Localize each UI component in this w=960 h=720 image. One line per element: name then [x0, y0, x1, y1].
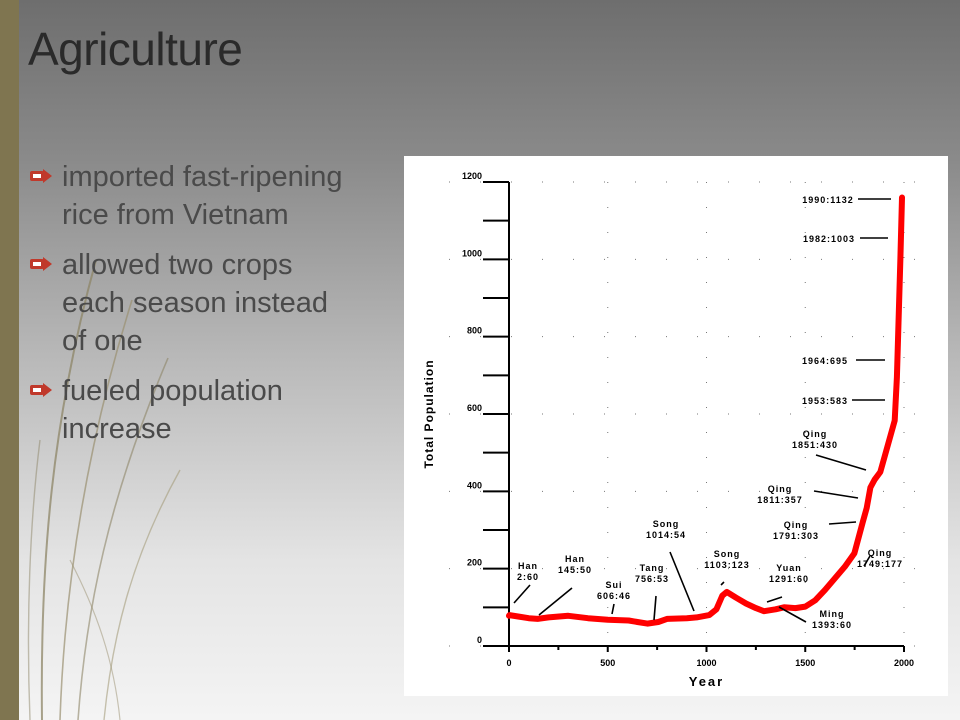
chart-canvas: 0 200 400 600 800 1000 1200 0 500 1000 1500 2000 Yea… — [422, 171, 944, 689]
bullet-text: imported fast-ripening rice from Vietnam — [62, 161, 343, 231]
annotation-value: 1953:583 — [802, 396, 848, 406]
annotation-value: 1964:695 — [802, 356, 848, 366]
annotation-label: Ming — [820, 609, 845, 619]
left-accent-bar — [0, 0, 19, 720]
x-tick-label: 1500 — [795, 658, 815, 668]
y-tick-label: 1200 — [462, 171, 482, 181]
y-tick-label: 1000 — [462, 248, 482, 258]
annotation-leader-line — [669, 551, 695, 612]
annotation-value: 1103:123 — [704, 560, 750, 570]
x-tick-label: 2000 — [894, 658, 914, 668]
annotation-leader-line — [766, 596, 783, 603]
annotation-leader-line — [778, 606, 807, 623]
annotation-label: Tang — [640, 563, 665, 573]
annotation-value: 2:60 — [517, 572, 539, 582]
bullet-arrow-icon — [30, 257, 52, 271]
annotation-value: 1291:60 — [769, 574, 809, 584]
x-tick-label: 0 — [506, 658, 511, 668]
annotation-leader-line — [828, 521, 857, 525]
annotation-value: 1982:1003 — [803, 234, 855, 244]
annotation-value: 1749:177 — [857, 559, 903, 569]
x-tick-label: 500 — [600, 658, 615, 668]
bullet-text: fueled population increase — [62, 375, 283, 445]
annotation-leader-line — [720, 581, 725, 586]
y-tick-label: 200 — [467, 558, 482, 568]
y-tick-label: 600 — [467, 403, 482, 413]
bullet-arrow-icon — [30, 169, 52, 183]
y-axis-label: Total Population — [422, 359, 436, 468]
annotation-label: Qing — [784, 520, 809, 530]
annotation-value: 1990:1132 — [802, 195, 854, 205]
slide-title: Agriculture — [28, 23, 243, 75]
bullet-text: allowed two crops each season instead of… — [62, 249, 329, 357]
bullet-item: imported fast-ripening rice from Vietnam — [30, 158, 360, 234]
bullet-arrow-icon — [30, 383, 52, 397]
annotation-label: Song — [714, 549, 741, 559]
annotation-label: Qing — [803, 429, 828, 439]
bullet-item: fueled population increase — [30, 372, 360, 448]
annotation-leader-line — [538, 587, 573, 616]
annotation-label: Sui — [605, 580, 622, 590]
annotation-label: Qing — [868, 548, 893, 558]
annotation-value: 1393:60 — [812, 620, 852, 630]
annotation-label: Qing — [768, 484, 793, 494]
population-line — [506, 194, 905, 627]
annotation-value: 145:50 — [558, 565, 592, 575]
x-axis-label: Year — [689, 674, 724, 689]
annotation-leader-line — [863, 555, 871, 567]
annotation-label: Han — [518, 561, 538, 571]
annotation-value: 1811:357 — [757, 495, 803, 505]
y-tick-label: 400 — [467, 480, 482, 490]
annotation-label: Yuan — [776, 563, 802, 573]
annotation-leader-line — [513, 584, 531, 604]
annotation-value: 606:46 — [597, 591, 631, 601]
bullet-list: imported fast-ripening rice from Vietnam… — [30, 158, 360, 460]
annotation-value: 1014:54 — [646, 530, 686, 540]
annotation-value: 1791:303 — [773, 531, 819, 541]
annotation-leader-line — [653, 595, 657, 621]
annotation-leader-line — [813, 490, 859, 499]
annotation-label: Song — [653, 519, 680, 529]
annotation-leader-line — [815, 454, 867, 471]
y-tick-label: 800 — [467, 326, 482, 336]
y-tick-label: 0 — [477, 635, 482, 645]
annotation-leader-line — [611, 603, 615, 615]
annotation-label: Han — [565, 554, 585, 564]
annotation-value: 756:53 — [635, 574, 669, 584]
x-tick-label: 1000 — [696, 658, 716, 668]
bullet-item: allowed two crops each season instead of… — [30, 246, 360, 360]
annotation-value: 1851:430 — [792, 440, 838, 450]
population-chart: 0 200 400 600 800 1000 1200 0 500 1000 1500 2000 Yea… — [404, 156, 948, 696]
